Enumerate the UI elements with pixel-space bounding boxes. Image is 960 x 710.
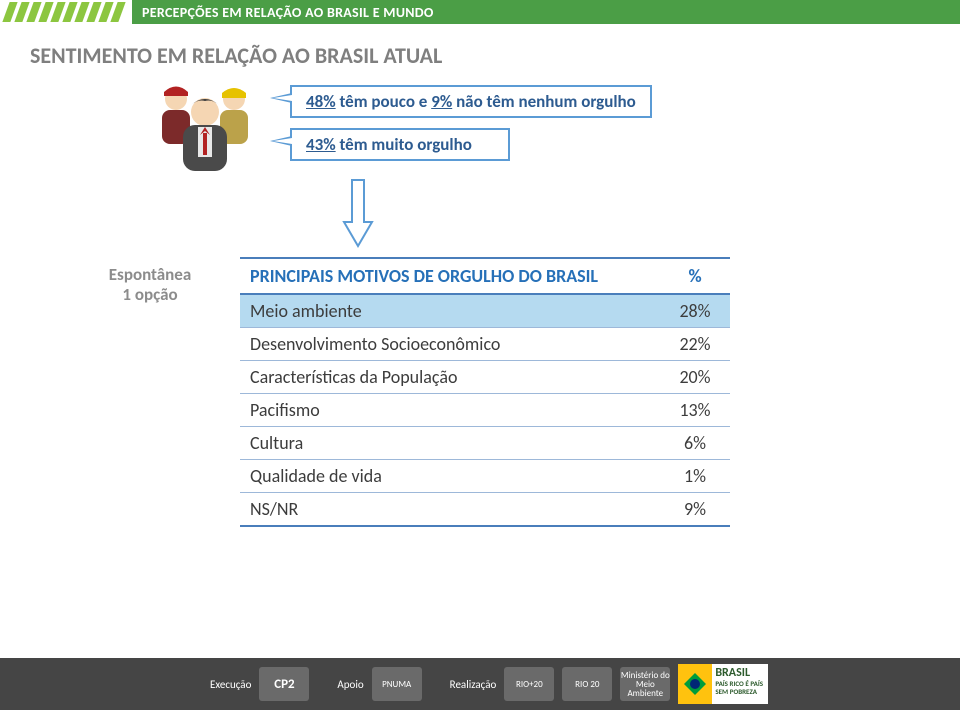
row-label: Cultura [240, 427, 660, 460]
row-label: Qualidade de vida [240, 460, 660, 493]
table-row: Desenvolvimento Socioeconômico22% [240, 328, 730, 361]
callout-1: 48% têm pouco e 9% não têm nenhum orgulh… [290, 85, 652, 118]
logo-rio20: RIO+20 [504, 667, 554, 701]
row-pct: 6% [660, 427, 730, 460]
footer-exec: Execução CP2 [210, 667, 309, 701]
table-row: NS/NR9% [240, 493, 730, 527]
callout-2-text: 43% têm muito orgulho [306, 134, 472, 155]
logo-brasil: BRASILPAÍS RICO É PAÍS SEM POBREZA [678, 664, 768, 704]
footer-realiz: Realização RIO+20 RIO 20 Ministério do M… [450, 664, 769, 704]
table-row: Características da População20% [240, 361, 730, 394]
table-row: Qualidade de vida1% [240, 460, 730, 493]
header-bar: PERCEPÇÕES EM RELAÇÃO AO BRASIL E MUNDO [0, 0, 960, 24]
callouts: 48% têm pouco e 9% não têm nenhum orgulh… [290, 85, 652, 174]
row-pct: 9% [660, 493, 730, 527]
arrow-down-icon [340, 180, 960, 255]
footer-apoio: Apoio PNUMA [337, 667, 421, 701]
header-stripes [0, 2, 126, 22]
row-pct: 28% [660, 294, 730, 328]
page-subtitle: SENTIMENTO EM RELAÇÃO AO BRASIL ATUAL [30, 42, 960, 69]
motivos-table: PRINCIPAIS MOTIVOS DE ORGULHO DO BRASIL … [240, 257, 730, 527]
row-label: Pacifismo [240, 394, 660, 427]
side-label: Espontânea 1 opção [90, 265, 210, 527]
row-label: Meio ambiente [240, 294, 660, 328]
logo-pnuma: PNUMA [372, 667, 422, 701]
logo-rio20b: RIO 20 [562, 667, 612, 701]
row-pct: 20% [660, 361, 730, 394]
logo-mma: Ministério do Meio Ambiente [620, 667, 670, 701]
header-title: PERCEPÇÕES EM RELAÇÃO AO BRASIL E MUNDO [142, 4, 434, 21]
callout-row: 48% têm pouco e 9% não têm nenhum orgulh… [0, 79, 960, 174]
people-icon [150, 79, 260, 174]
main-content: Espontânea 1 opção PRINCIPAIS MOTIVOS DE… [0, 257, 960, 527]
table-row: Pacifismo13% [240, 394, 730, 427]
table-wrap: PRINCIPAIS MOTIVOS DE ORGULHO DO BRASIL … [240, 257, 730, 527]
footer-bar: Execução CP2 Apoio PNUMA Realização RIO+… [0, 658, 960, 710]
callout-2: 43% têm muito orgulho [290, 128, 510, 161]
header-ribbon: PERCEPÇÕES EM RELAÇÃO AO BRASIL E MUNDO [132, 0, 960, 24]
table-row: Cultura6% [240, 427, 730, 460]
col-pct: % [660, 258, 730, 294]
row-label: Desenvolvimento Socioeconômico [240, 328, 660, 361]
row-pct: 13% [660, 394, 730, 427]
logo-cp2: CP2 [259, 667, 309, 701]
row-label: NS/NR [240, 493, 660, 527]
row-label: Características da População [240, 361, 660, 394]
col-label: PRINCIPAIS MOTIVOS DE ORGULHO DO BRASIL [240, 258, 660, 294]
row-pct: 22% [660, 328, 730, 361]
row-pct: 1% [660, 460, 730, 493]
callout-1-text: 48% têm pouco e 9% não têm nenhum orgulh… [306, 91, 636, 112]
table-row: Meio ambiente28% [240, 294, 730, 328]
